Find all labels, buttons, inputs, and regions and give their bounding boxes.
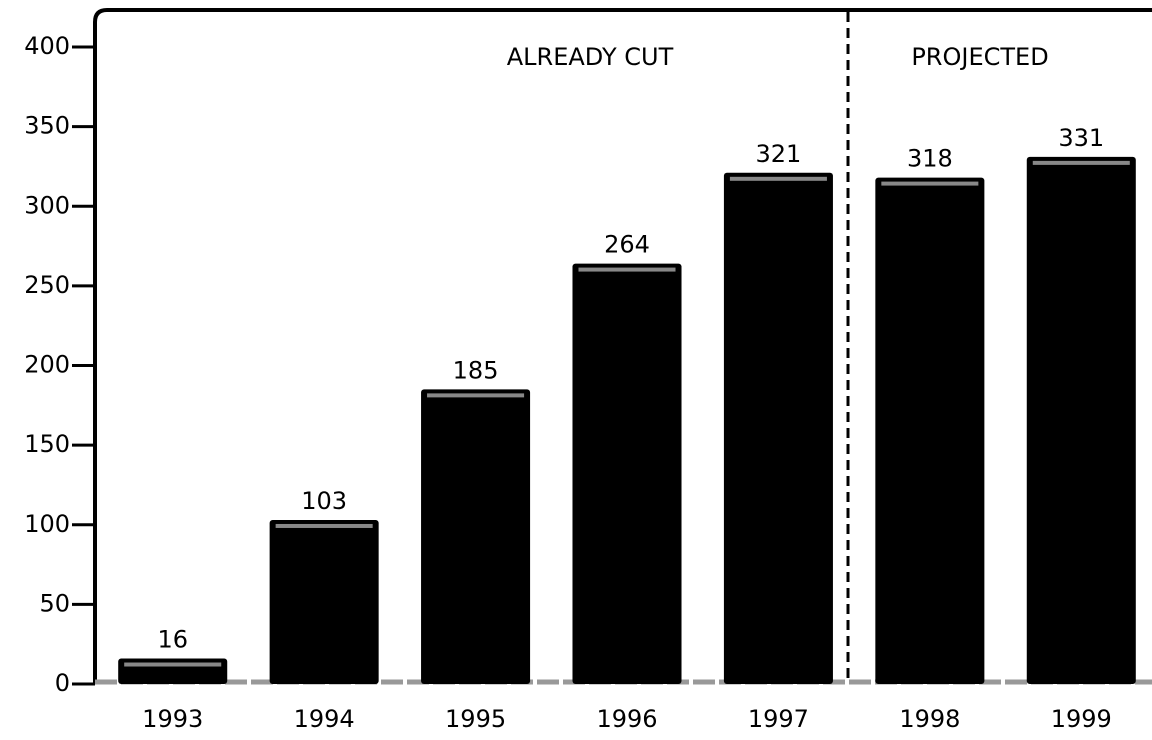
- x-tick-label: 1998: [899, 705, 960, 733]
- bar-highlight: [275, 523, 373, 528]
- x-tick-label: 1997: [748, 705, 809, 733]
- value-label: 16: [157, 626, 188, 654]
- bar: [723, 172, 833, 684]
- y-tick-label: 350: [24, 112, 70, 140]
- bar-highlight: [427, 393, 525, 398]
- bar: [572, 263, 682, 684]
- y-tick-label: 0: [55, 669, 70, 697]
- y-tick-label: 150: [24, 430, 70, 458]
- y-tick-label: 300: [24, 191, 70, 219]
- y-tick-label: 400: [24, 32, 70, 60]
- bar: [875, 177, 985, 684]
- value-label: 185: [453, 356, 499, 384]
- bar-highlight: [578, 267, 676, 272]
- x-tick-label: 1995: [445, 705, 506, 733]
- value-label: 264: [604, 231, 650, 259]
- y-tick-label: 100: [24, 510, 70, 538]
- y-tick-label: 250: [24, 271, 70, 299]
- bar-highlight: [729, 176, 827, 181]
- annotation: PROJECTED: [911, 43, 1048, 71]
- x-tick-label: 1999: [1051, 705, 1112, 733]
- value-label: 331: [1058, 124, 1104, 152]
- x-tick-label: 1994: [294, 705, 355, 733]
- bar: [118, 658, 228, 684]
- bar: [421, 389, 531, 684]
- annotation: ALREADY CUT: [507, 43, 674, 71]
- x-tick-label: 1996: [596, 705, 657, 733]
- bar-highlight: [1032, 160, 1130, 165]
- bar-highlight: [881, 181, 979, 186]
- frame: [93, 8, 1152, 684]
- value-label: 103: [301, 487, 347, 515]
- bar: [269, 519, 379, 684]
- value-label: 318: [907, 145, 953, 173]
- bar-highlight: [124, 662, 222, 667]
- value-label: 321: [756, 140, 802, 168]
- y-tick-label: 50: [39, 589, 70, 617]
- y-tick-label: 200: [24, 351, 70, 379]
- bar: [1026, 156, 1136, 684]
- x-tick-label: 1993: [142, 705, 203, 733]
